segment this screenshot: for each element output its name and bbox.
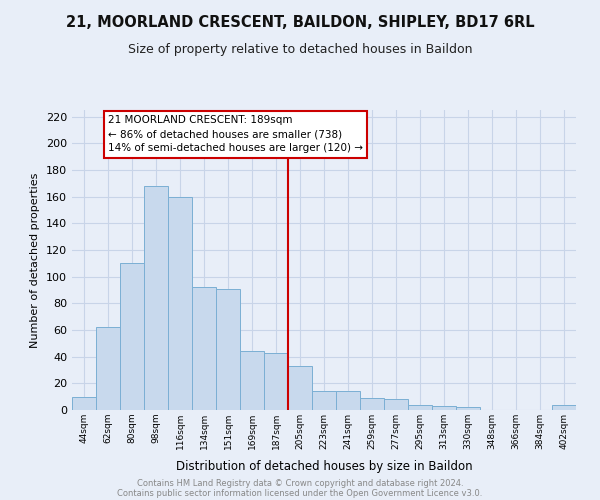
X-axis label: Distribution of detached houses by size in Baildon: Distribution of detached houses by size …: [176, 460, 472, 473]
Bar: [384, 400, 408, 410]
Bar: [120, 264, 144, 410]
Text: Contains public sector information licensed under the Open Government Licence v3: Contains public sector information licen…: [118, 488, 482, 498]
Bar: [240, 352, 264, 410]
Bar: [168, 196, 192, 410]
Text: Size of property relative to detached houses in Baildon: Size of property relative to detached ho…: [128, 42, 472, 56]
Bar: [144, 186, 168, 410]
Bar: [432, 406, 456, 410]
Bar: [216, 288, 240, 410]
Text: 21, MOORLAND CRESCENT, BAILDON, SHIPLEY, BD17 6RL: 21, MOORLAND CRESCENT, BAILDON, SHIPLEY,…: [65, 15, 535, 30]
Bar: [96, 328, 120, 410]
Bar: [360, 398, 384, 410]
Bar: [336, 392, 360, 410]
Y-axis label: Number of detached properties: Number of detached properties: [31, 172, 40, 348]
Bar: [312, 392, 336, 410]
Bar: [288, 366, 312, 410]
Bar: [192, 288, 216, 410]
Bar: [408, 404, 432, 410]
Bar: [72, 396, 96, 410]
Text: Contains HM Land Registry data © Crown copyright and database right 2024.: Contains HM Land Registry data © Crown c…: [137, 478, 463, 488]
Bar: [552, 404, 576, 410]
Bar: [456, 408, 480, 410]
Bar: [264, 352, 288, 410]
Text: 21 MOORLAND CRESCENT: 189sqm
← 86% of detached houses are smaller (738)
14% of s: 21 MOORLAND CRESCENT: 189sqm ← 86% of de…: [108, 116, 363, 154]
